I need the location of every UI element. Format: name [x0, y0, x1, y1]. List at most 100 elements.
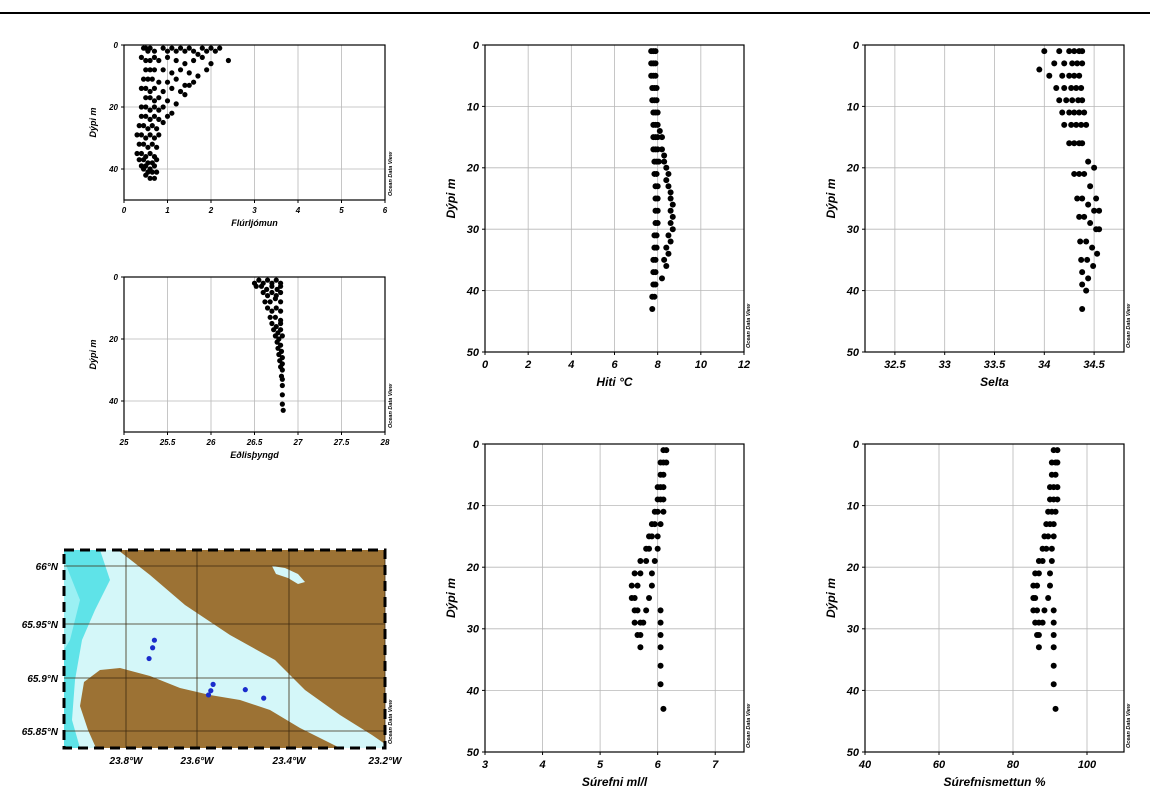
data-point [269, 283, 275, 289]
data-point [660, 484, 667, 491]
data-point [1047, 570, 1053, 577]
data-point [654, 533, 661, 540]
data-point [654, 508, 661, 515]
y-tick-label: 50 [847, 747, 860, 759]
data-point [186, 70, 192, 76]
y-tick-label: 20 [108, 103, 118, 112]
data-point [1050, 631, 1057, 638]
y-tick-label: 30 [467, 624, 480, 636]
data-point [279, 367, 285, 373]
x-tick-label: 2 [208, 206, 214, 215]
x-axis-label: Selta [980, 375, 1009, 389]
data-point [149, 76, 155, 82]
chart-3: 0 2 4 6 8 10 12 0 10 20 30 40 50 Hiti °C Dýpi m Ocean D… [444, 40, 752, 389]
x-tick-label: 80 [1007, 759, 1020, 771]
data-point [154, 157, 160, 163]
data-point [191, 57, 197, 64]
data-point [186, 45, 192, 51]
data-point [276, 351, 282, 358]
x-tick-label: 33 [939, 359, 951, 371]
data-point [147, 116, 153, 122]
fjord-water [64, 550, 385, 748]
data-point [1032, 595, 1039, 601]
x-tick-label: 100 [1078, 759, 1097, 771]
data-point [279, 376, 285, 382]
data-point [667, 195, 674, 202]
data-point [1054, 484, 1061, 491]
data-point [264, 286, 270, 292]
data-point [208, 45, 214, 51]
data-point [1046, 72, 1053, 79]
data-point [1081, 213, 1088, 220]
data-point [1079, 140, 1086, 147]
y-axis-label: Dýpi m [824, 578, 838, 618]
data-point [154, 126, 160, 132]
x-tick-label: 5 [597, 759, 604, 771]
data-point [667, 207, 674, 214]
data-point [145, 126, 151, 132]
data-point [1069, 60, 1076, 67]
data-point [1091, 164, 1098, 171]
x-tick-label: 25 [119, 438, 129, 447]
data-point [1084, 256, 1091, 263]
data-point [1079, 48, 1086, 55]
data-point [1050, 533, 1057, 540]
data-point [169, 85, 175, 91]
station-marker [208, 688, 214, 694]
data-point [1054, 496, 1061, 503]
x-tick-label: 28 [380, 438, 390, 447]
data-point [1079, 60, 1086, 67]
data-point [1074, 60, 1081, 67]
data-point [665, 183, 672, 190]
data-point [651, 293, 658, 300]
y-tick-label: 40 [466, 685, 480, 697]
data-point [267, 299, 273, 305]
data-point [1078, 84, 1085, 91]
y-axis-label: Dýpi m [88, 107, 98, 137]
chart-4: 32.5 33 33.5 34 34.5 0 10 20 30 40 50 Selta Dýpi m Oc… [824, 40, 1132, 389]
data-point [1087, 220, 1094, 227]
station-marker [150, 645, 156, 651]
x-tick-label: 40 [858, 759, 872, 771]
data-point [147, 45, 153, 51]
y-tick-label: 0 [853, 40, 860, 52]
data-point [653, 232, 660, 239]
data-point [661, 158, 668, 165]
data-point [660, 471, 667, 478]
data-point [156, 116, 162, 122]
x-axis-label: Súrefni ml/l [582, 775, 648, 789]
data-point [665, 250, 672, 257]
data-point [1061, 121, 1068, 128]
data-point [199, 54, 205, 61]
data-point [1079, 195, 1086, 202]
data-point [164, 98, 171, 104]
data-point [1068, 84, 1075, 91]
data-point [147, 67, 153, 73]
y-tick-label: 40 [466, 285, 480, 297]
plot-frame [864, 443, 1125, 753]
data-point [147, 95, 153, 101]
data-point [160, 45, 166, 51]
x-tick-label: 7 [712, 759, 719, 771]
data-point [654, 545, 661, 552]
data-point [156, 57, 162, 64]
data-point [1096, 207, 1103, 214]
data-point [1045, 533, 1052, 540]
data-point [156, 95, 162, 101]
data-point [140, 157, 147, 163]
x-tick-label: 0 [122, 206, 127, 215]
data-point [660, 705, 667, 712]
data-point [1071, 109, 1078, 116]
data-point [1074, 195, 1081, 202]
x-axis-label: Flúrljómun [231, 218, 278, 228]
x-tick-label: 32.5 [884, 359, 906, 371]
data-point [143, 172, 149, 178]
data-point [225, 57, 231, 64]
data-point [1079, 97, 1086, 104]
watermark-text: Ocean Data View [746, 303, 752, 348]
data-point [648, 582, 655, 589]
data-point [1066, 48, 1073, 55]
data-point [652, 281, 659, 288]
